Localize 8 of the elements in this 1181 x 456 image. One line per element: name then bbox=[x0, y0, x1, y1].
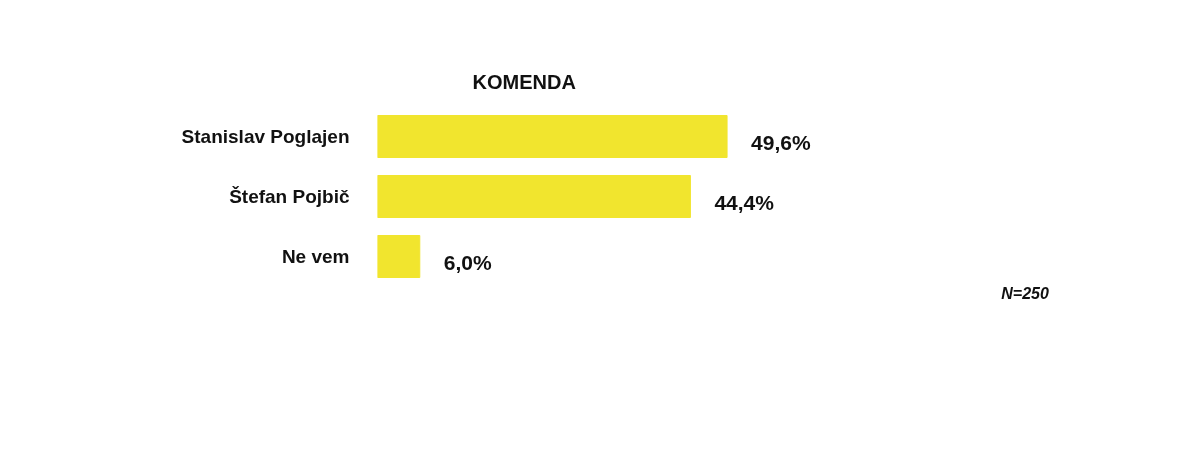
text: N=250 bbox=[1001, 285, 1049, 303]
data-label: 44,4% bbox=[714, 191, 775, 214]
y-tick-label: Štefan Pojbič bbox=[229, 186, 350, 207]
data-label: 49,6% bbox=[751, 131, 811, 154]
chart-title: KOMENDA bbox=[472, 70, 576, 93]
y-tick-label: Stanislav Poglajen bbox=[181, 126, 350, 147]
y-tick-label: Ne vem bbox=[281, 246, 350, 267]
data-label: 6,0% bbox=[443, 251, 492, 274]
